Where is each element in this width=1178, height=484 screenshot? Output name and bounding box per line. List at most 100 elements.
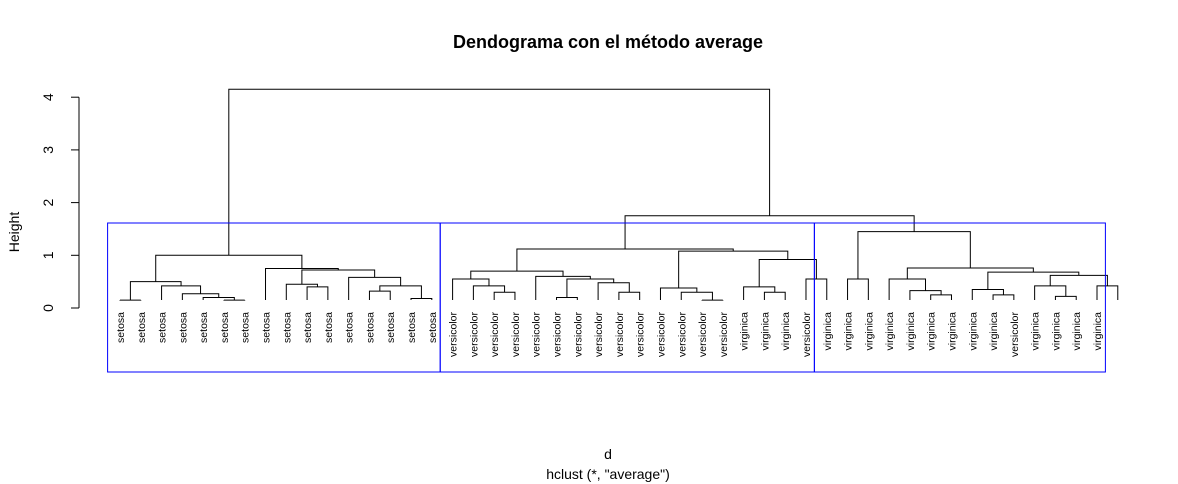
dendrogram-link: [847, 278, 869, 300]
dendrogram-link: [888, 278, 927, 300]
leaf-label: versicolor: [697, 312, 709, 357]
dendrogram-link: [1096, 285, 1119, 300]
dendrogram-link: [1049, 274, 1108, 286]
leaf-label: setosa: [261, 312, 273, 343]
dendrogram-link: [987, 271, 1080, 290]
dendrogram-link: [678, 250, 789, 288]
leaf-label: virginica: [967, 312, 979, 351]
y-axis-label: Height: [6, 212, 22, 253]
leaf-label: versicolor: [572, 312, 584, 357]
leaf-label: setosa: [198, 312, 210, 343]
leaf-label: virginica: [926, 312, 938, 351]
leaf-label: setosa: [136, 312, 148, 343]
leaf-label: virginica: [863, 312, 875, 351]
y-axis: 0 1 2 3 4: [40, 93, 80, 312]
dendrogram-tree: [119, 88, 1119, 301]
y-tick-label: 2: [40, 198, 56, 206]
leaf-label: versicolor: [655, 312, 667, 357]
leaf-label: setosa: [219, 312, 231, 343]
dendrogram-link: [906, 267, 1034, 280]
leaf-label: virginica: [905, 312, 917, 351]
y-tick-label: 3: [40, 146, 56, 154]
dendrogram-link: [472, 285, 506, 300]
chart-title: Dendograma con el método average: [453, 32, 763, 52]
leaf-label: virginica: [822, 312, 834, 351]
dendrogram-link: [410, 298, 433, 300]
leaf-label: virginica: [780, 312, 792, 351]
dendrogram-link: [1054, 295, 1077, 300]
y-tick-label: 4: [40, 93, 56, 101]
subtitle: hclust (*, "average"): [546, 466, 670, 482]
leaf-label: virginica: [1030, 312, 1042, 351]
leaf-label: virginica: [1092, 312, 1104, 351]
leaf-label: versicolor: [468, 312, 480, 357]
dendrogram-link: [306, 286, 329, 300]
dendrogram-link: [493, 291, 516, 300]
dendrogram-link: [992, 294, 1015, 300]
dendrogram-link: [566, 278, 615, 298]
leaf-label: versicolor: [718, 312, 730, 357]
dendrogram-link: [452, 278, 490, 300]
leaf-label: virginica: [884, 312, 896, 351]
dendrogram-link: [348, 276, 402, 300]
dendrogram-link: [368, 290, 391, 300]
dendrogram-link: [763, 291, 786, 300]
y-tick-label: 0: [40, 304, 56, 312]
dendrogram-link: [228, 88, 771, 256]
leaf-label: setosa: [240, 312, 252, 343]
leaf-labels: setosa setosa setosa setosa setosa setosa seto…: [115, 312, 1104, 357]
dendrogram-link: [624, 215, 915, 249]
dendrogram-link: [805, 278, 828, 300]
leaf-label: virginica: [1071, 312, 1083, 351]
leaf-label: setosa: [302, 312, 314, 343]
leaf-label: versicolor: [801, 312, 813, 357]
dendrogram-link: [181, 293, 220, 300]
dendrogram-link: [659, 287, 698, 300]
leaf-label: setosa: [177, 312, 189, 343]
leaf-label: versicolor: [635, 312, 647, 357]
leaf-label: versicolor: [552, 312, 564, 357]
dendrogram-link: [930, 294, 952, 300]
cluster-box: [813, 222, 1106, 373]
dendrogram-link: [597, 282, 630, 300]
dendrogram-link: [857, 231, 971, 280]
leaf-label: virginica: [946, 312, 958, 351]
dendrogram-link: [743, 286, 776, 300]
leaf-label: versicolor: [593, 312, 605, 357]
leaf-label: versicolor: [1009, 312, 1021, 357]
leaf-label: virginica: [739, 312, 751, 351]
leaf-label: versicolor: [510, 312, 522, 357]
x-axis-label: d: [604, 446, 612, 462]
leaf-label: setosa: [157, 312, 169, 343]
leaf-label: setosa: [115, 312, 127, 343]
leaf-label: versicolor: [448, 312, 460, 357]
leaf-label: setosa: [281, 312, 293, 343]
leaf-label: virginica: [1050, 312, 1062, 351]
leaf-label: setosa: [364, 312, 376, 343]
y-tick-label: 1: [40, 251, 56, 259]
dendrogram-link: [379, 285, 422, 299]
leaf-label: setosa: [406, 312, 418, 343]
leaf-label: versicolor: [614, 312, 626, 357]
cluster-boxes: [107, 222, 1106, 373]
dendrogram-link: [470, 270, 564, 280]
leaf-label: setosa: [385, 312, 397, 343]
dendrogram-link: [556, 296, 578, 300]
leaf-label: virginica: [759, 312, 771, 351]
leaf-label: setosa: [344, 312, 356, 343]
dendrogram-link: [680, 291, 713, 301]
leaf-label: versicolor: [489, 312, 501, 357]
leaf-label: virginica: [843, 312, 855, 351]
dendrogram-link: [618, 291, 641, 300]
dendrogram-link: [535, 275, 591, 300]
leaf-label: setosa: [323, 312, 335, 343]
dendrogram-link: [129, 281, 182, 301]
leaf-label: virginica: [988, 312, 1000, 351]
dendrogram-link: [758, 259, 817, 287]
dendrogram-link: [516, 248, 734, 272]
leaf-label: versicolor: [676, 312, 688, 357]
dendrogram-link: [1034, 285, 1067, 300]
leaf-label: versicolor: [531, 312, 543, 357]
leaf-label: setosa: [427, 312, 439, 343]
dendrogram-link: [161, 285, 202, 300]
